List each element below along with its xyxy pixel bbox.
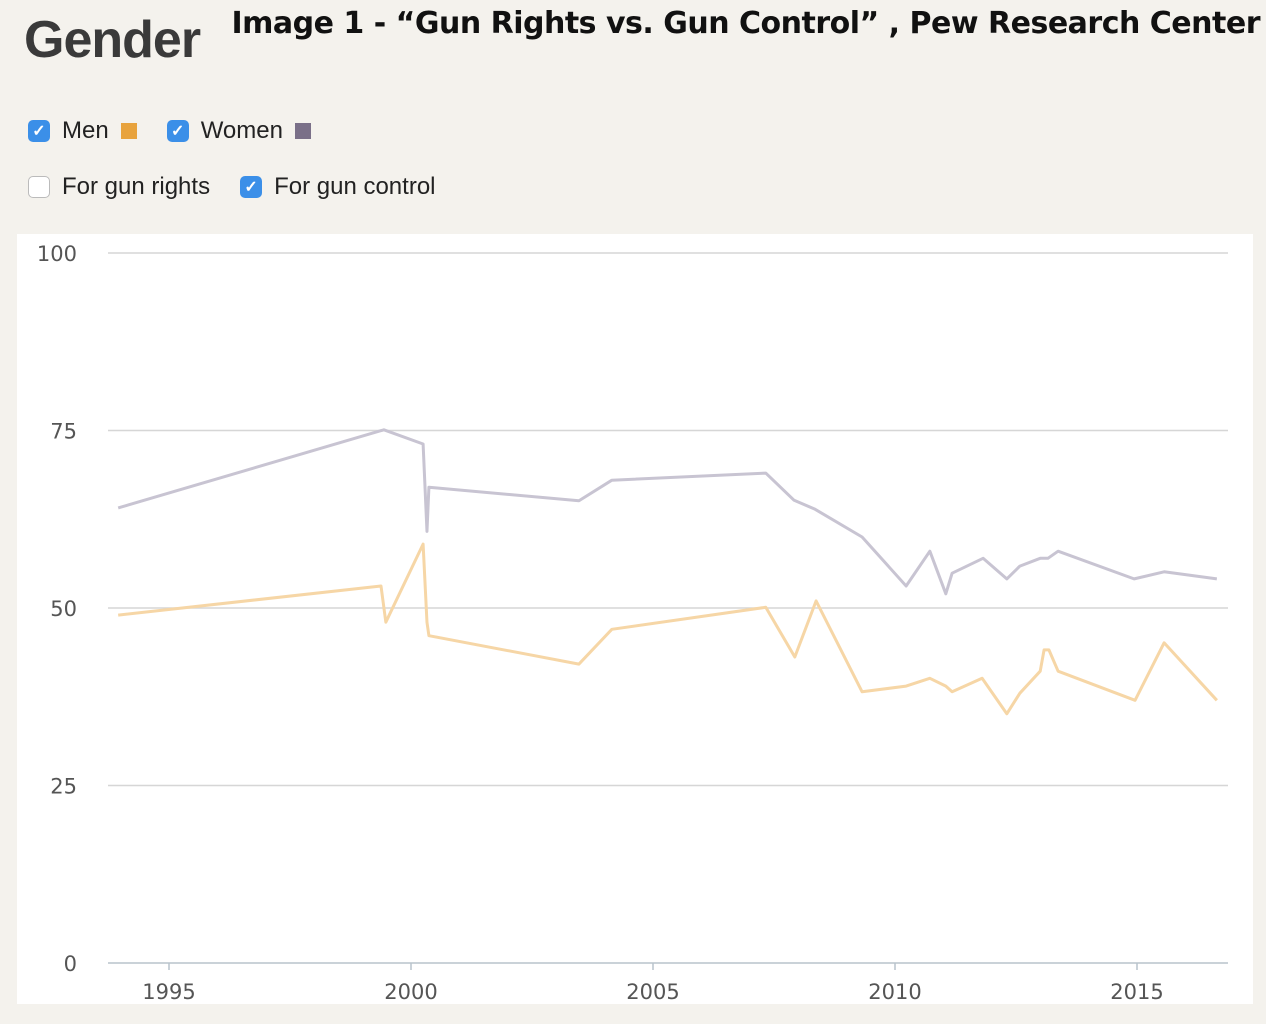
checkbox-gun-rights[interactable] <box>28 176 50 198</box>
series-line-women <box>117 428 1218 596</box>
x-tick-label: 1995 <box>142 980 195 1004</box>
filter-men[interactable]: ✓ Men <box>28 117 137 145</box>
x-tick-label: 2000 <box>384 980 437 1004</box>
filter-women[interactable]: ✓ Women <box>166 117 311 145</box>
x-tick-label: 2015 <box>1110 980 1163 1004</box>
filter-men-label: Men <box>62 117 109 144</box>
women-swatch-icon <box>294 123 311 139</box>
filter-women-label: Women <box>200 117 283 144</box>
filter-gun-rights-label: For gun rights <box>62 173 211 200</box>
series-line-men <box>118 542 1218 716</box>
filter-gun-control-label: For gun control <box>274 173 436 200</box>
y-tick-label: 100 <box>37 242 77 266</box>
checkbox-men[interactable]: ✓ <box>28 120 50 142</box>
position-filters: For gun rights ✓ For gun control <box>28 173 458 201</box>
x-tick-label: 2010 <box>868 980 921 1004</box>
men-swatch-icon <box>120 123 137 139</box>
group-filters: ✓ Men ✓ Women <box>28 117 333 145</box>
filter-gun-control[interactable]: ✓ For gun control <box>240 173 436 201</box>
y-tick-label: 0 <box>64 952 77 976</box>
checkbox-women[interactable]: ✓ <box>166 120 189 142</box>
x-tick-label: 2005 <box>626 980 679 1004</box>
chart-area <box>17 234 1253 1004</box>
y-tick-label: 75 <box>50 420 77 444</box>
checkbox-gun-control[interactable]: ✓ <box>240 176 263 198</box>
y-tick-label: 25 <box>50 775 77 799</box>
image-caption: Image 1 - “Gun Rights vs. Gun Control” ,… <box>231 6 1260 41</box>
page-title: Gender <box>24 11 201 69</box>
y-tick-label: 50 <box>50 597 77 621</box>
filter-gun-rights[interactable]: For gun rights <box>28 173 210 201</box>
